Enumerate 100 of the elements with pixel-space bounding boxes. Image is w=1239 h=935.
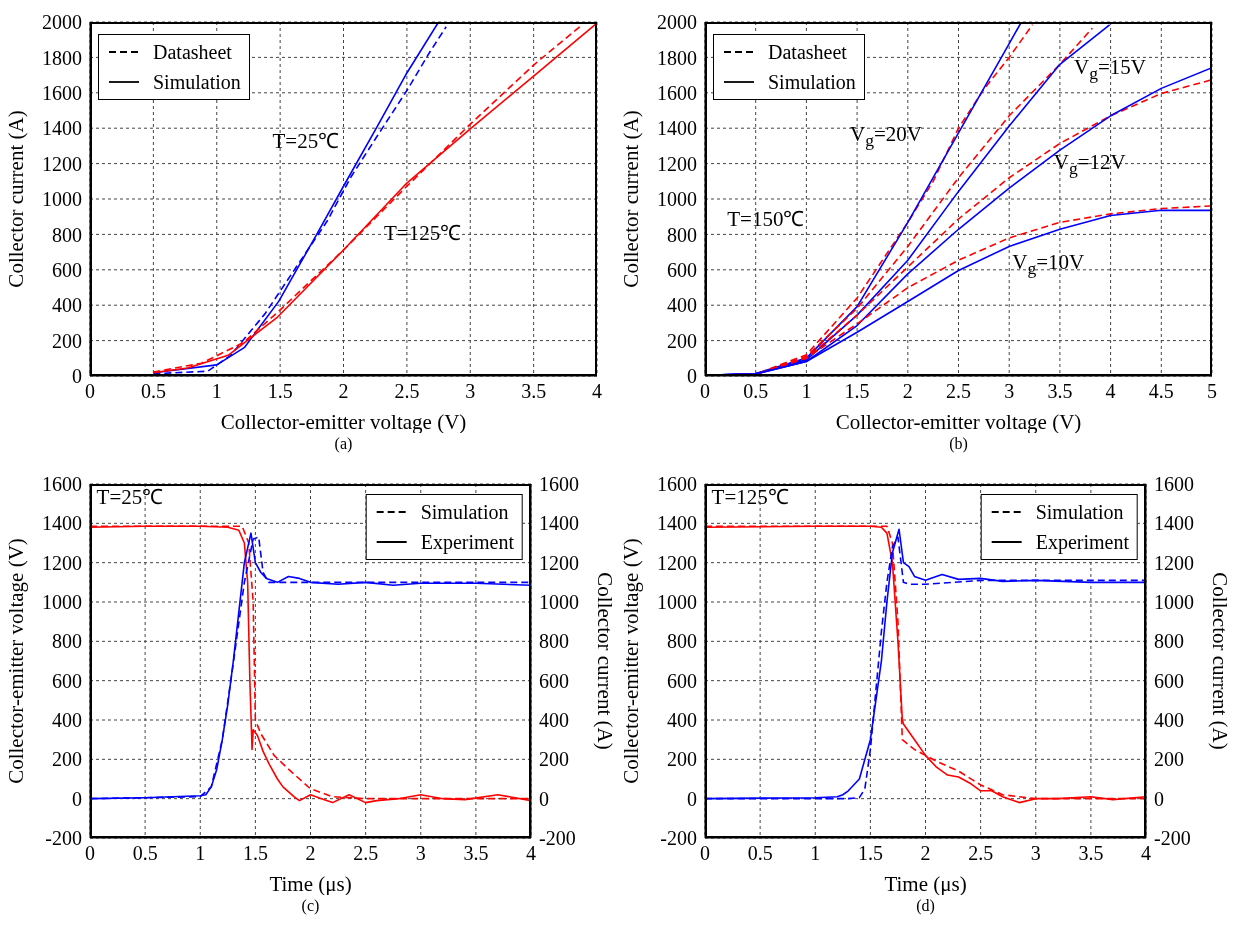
y-tick-label: 1400 <box>42 512 82 535</box>
x-tick-label: 2 <box>338 380 349 403</box>
annotation: Simulation <box>420 500 509 525</box>
text: (d) <box>915 897 936 915</box>
y-tick-label: -200 <box>660 827 697 850</box>
y-tick-label: 800 <box>667 630 697 653</box>
y2-tick-label: 600 <box>1154 669 1184 692</box>
annotation: Datasheet <box>153 40 232 65</box>
x-axis-title: Time (μs) <box>884 872 967 896</box>
annotation: V$_{g}$=12V <box>1053 149 1126 181</box>
annotation: Experiment <box>1035 530 1129 556</box>
x-tick-label: 2 <box>920 842 931 865</box>
x-tick-label: 1 <box>801 380 812 403</box>
y2-tick-label: 0 <box>539 787 549 810</box>
x-tick-label: 3 <box>465 380 476 403</box>
x-tick-label: 3.5 <box>1047 380 1073 403</box>
y-tick-label: 400 <box>667 709 697 732</box>
x-tick-label: 0.5 <box>140 380 166 403</box>
y-tick-label: 1400 <box>657 512 697 535</box>
y2-tick-label: 0 <box>1154 787 1164 810</box>
y-tick-label: 0 <box>687 365 697 388</box>
annotation: V$_{g}$=20V <box>850 121 922 153</box>
x-tick-label: 4 <box>1141 842 1151 865</box>
y-tick-label: 1000 <box>42 188 82 211</box>
x-tick-label: 1.5 <box>857 842 883 865</box>
annotation: Experiment <box>420 530 514 556</box>
x-tick-label: 2 <box>305 842 316 865</box>
y2-tick-label: 200 <box>1154 748 1184 771</box>
y2-tick-label: 800 <box>539 630 569 653</box>
y-tick-label: 1600 <box>657 473 697 496</box>
y-axis-title: Collector current (A) <box>619 110 644 288</box>
x-axis-title: Collector-emitter voltage (V) <box>220 410 467 434</box>
x-axis-title: Time (μs) <box>269 872 352 896</box>
y2-tick-label: 800 <box>1154 630 1184 653</box>
y-tick-label: 800 <box>667 223 697 246</box>
y-tick-label: 600 <box>52 669 82 692</box>
x-tick-label: 1 <box>195 842 206 865</box>
x-tick-label: 3 <box>1030 842 1041 865</box>
y2-axis-title: Collector current (A) <box>1207 572 1232 750</box>
y-axis-title: Collector current (A) <box>4 110 29 288</box>
y-tick-label: 200 <box>667 329 697 352</box>
y-tick-label: 1000 <box>657 591 697 614</box>
y2-tick-label: 1600 <box>1154 473 1194 496</box>
x-tick-label: 2.5 <box>968 842 994 865</box>
y-tick-label: 1200 <box>657 152 697 175</box>
y-tick-label: 2000 <box>657 11 697 34</box>
x-tick-label: 2.5 <box>946 380 971 403</box>
y2-tick-label: -200 <box>1154 827 1191 850</box>
y2-tick-label: 1200 <box>1154 551 1194 574</box>
y-tick-label: 600 <box>667 669 697 692</box>
y-tick-label: 0 <box>72 787 82 810</box>
y-tick-label: 400 <box>52 294 82 317</box>
text: (c) <box>300 897 321 915</box>
y-tick-label: 0 <box>687 787 697 810</box>
x-tick-label: 3.5 <box>463 842 489 865</box>
x-tick-label: 4 <box>592 380 602 403</box>
x-tick-label: 3 <box>1004 380 1015 403</box>
y-tick-label: 1400 <box>657 117 697 140</box>
y-axis-title: Collector-emitter voltage (V) <box>4 538 29 784</box>
y2-tick-label: 1600 <box>539 473 579 496</box>
y-tick-label: 1200 <box>657 551 697 574</box>
x-tick-label: 4 <box>526 842 536 865</box>
text: (b) <box>948 435 969 453</box>
x-tick-label: 5 <box>1207 380 1217 403</box>
x-tick-label: 2 <box>902 380 913 403</box>
y-tick-label: 1600 <box>657 81 697 104</box>
y2-tick-label: 400 <box>1154 709 1184 732</box>
y-tick-label: 600 <box>667 258 697 281</box>
annotation: Datasheet <box>768 40 847 65</box>
annotation: Simulation <box>1035 500 1124 525</box>
annotation: T=25℃ <box>96 484 164 510</box>
x-axis-title: Collector-emitter voltage (V) <box>835 410 1082 434</box>
x-tick-label: 1 <box>810 842 821 865</box>
y-tick-label: 800 <box>52 630 82 653</box>
annotation: V$_{g}$=10V <box>1012 248 1085 280</box>
y2-tick-label: 1400 <box>1154 512 1194 535</box>
x-tick-label: 3.5 <box>1078 842 1104 865</box>
y2-tick-label: 400 <box>539 709 569 732</box>
y2-tick-label: 1200 <box>539 551 579 574</box>
y-tick-label: 200 <box>667 748 697 771</box>
x-tick-label: 2.5 <box>394 380 420 403</box>
x-tick-label: 4 <box>1105 380 1116 403</box>
y-tick-label: 1600 <box>42 473 82 496</box>
x-tick-label: 1.5 <box>267 380 293 403</box>
y-tick-label: 1600 <box>42 81 82 104</box>
x-tick-label: 4.5 <box>1148 380 1174 403</box>
annotation: V$_{g}$=15V <box>1074 53 1147 86</box>
y-tick-label: 600 <box>52 258 82 281</box>
x-tick-label: 0.5 <box>747 842 773 865</box>
y-tick-label: 400 <box>52 709 82 732</box>
x-tick-label: 2.5 <box>353 842 379 865</box>
x-tick-label: 1.5 <box>844 380 870 403</box>
x-tick-label: 0.5 <box>743 380 769 403</box>
y2-tick-label: 1400 <box>539 512 579 535</box>
y2-tick-label: 1000 <box>1154 591 1194 614</box>
y-tick-label: 1000 <box>657 188 697 211</box>
y2-axis-title: Collector current (A) <box>592 572 617 750</box>
y-tick-label: 800 <box>52 223 82 246</box>
y2-tick-label: 200 <box>539 748 569 771</box>
x-tick-label: 3 <box>415 842 426 865</box>
